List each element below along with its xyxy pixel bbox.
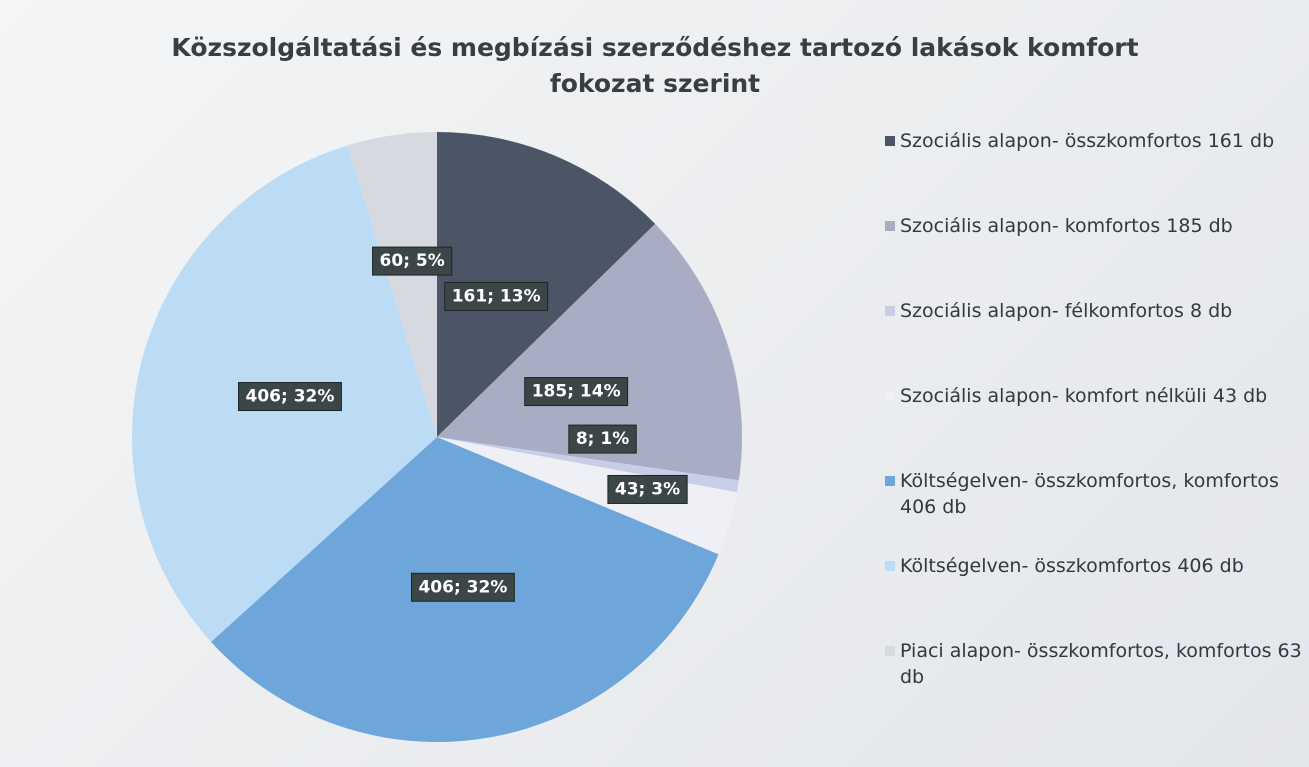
legend-item: Költségelven- összkomfortos 406 db: [885, 553, 1305, 638]
legend-item: Költségelven- összkomfortos, komfortos 4…: [885, 468, 1305, 553]
data-label-box: [444, 281, 549, 311]
data-label: 60; 5%: [372, 246, 453, 276]
data-label-box: [372, 246, 453, 276]
legend-swatch: [885, 476, 895, 486]
data-label-text: 161; 13%: [452, 286, 541, 306]
data-label-box: [607, 474, 688, 504]
data-label-text: 43; 3%: [615, 479, 680, 499]
legend-text: Piaci alapon- összkomfortos, komfortos 6…: [900, 640, 1302, 688]
data-label-box: [524, 377, 629, 407]
data-label-text: 8; 1%: [576, 429, 629, 449]
pie-slice: [437, 437, 737, 555]
data-label-box: [410, 572, 515, 602]
legend-swatch: [885, 306, 895, 316]
legend-swatch: [885, 561, 895, 571]
data-label-text: 185; 14%: [532, 382, 621, 402]
chart-title: Közszolgáltatási és megbízási szerződésh…: [171, 33, 1138, 98]
data-label-box: [568, 424, 637, 454]
legend-swatch: [885, 646, 895, 656]
data-label: 406; 32%: [410, 572, 515, 602]
legend-text: Szociális alapon- komfortos 185 db: [900, 215, 1233, 237]
data-label: 406; 32%: [238, 382, 342, 412]
legend-text: Szociális alapon- összkomfortos 161 db: [900, 130, 1275, 152]
data-label: 185; 14%: [524, 377, 629, 407]
data-label-box: [238, 382, 342, 412]
data-label-text: 406; 32%: [418, 577, 507, 597]
data-label-text: 60; 5%: [380, 251, 445, 271]
pie-slice: [437, 223, 743, 481]
legend-item: Szociális alapon- komfort nélküli 43 db: [885, 383, 1305, 468]
legend-text: Költségelven- összkomfortos 406 db: [900, 555, 1244, 577]
data-label: 8; 1%: [568, 424, 637, 454]
legend-item: Piaci alapon- összkomfortos, komfortos 6…: [885, 638, 1305, 723]
legend: Szociális alapon- összkomfortos 161 db Sz…: [885, 128, 1305, 723]
legend-item: Szociális alapon- összkomfortos 161 db: [885, 128, 1305, 213]
legend-text: Költségelven- összkomfortos, komfortos 4…: [900, 470, 1279, 518]
legend-item: Szociális alapon- komfortos 185 db: [885, 213, 1305, 298]
legend-swatch: [885, 391, 895, 401]
legend-text: Szociális alapon- félkomfortos 8 db: [900, 300, 1233, 322]
legend-swatch: [885, 221, 895, 231]
data-label-text: 406; 32%: [246, 387, 335, 407]
data-label: 161; 13%: [444, 281, 549, 311]
legend-text: Szociális alapon- komfort nélküli 43 db: [900, 385, 1268, 407]
legend-swatch: [885, 136, 895, 146]
pie-slice: [347, 132, 437, 437]
legend-item: Szociális alapon- félkomfortos 8 db: [885, 298, 1305, 383]
data-label: 43; 3%: [607, 474, 688, 504]
